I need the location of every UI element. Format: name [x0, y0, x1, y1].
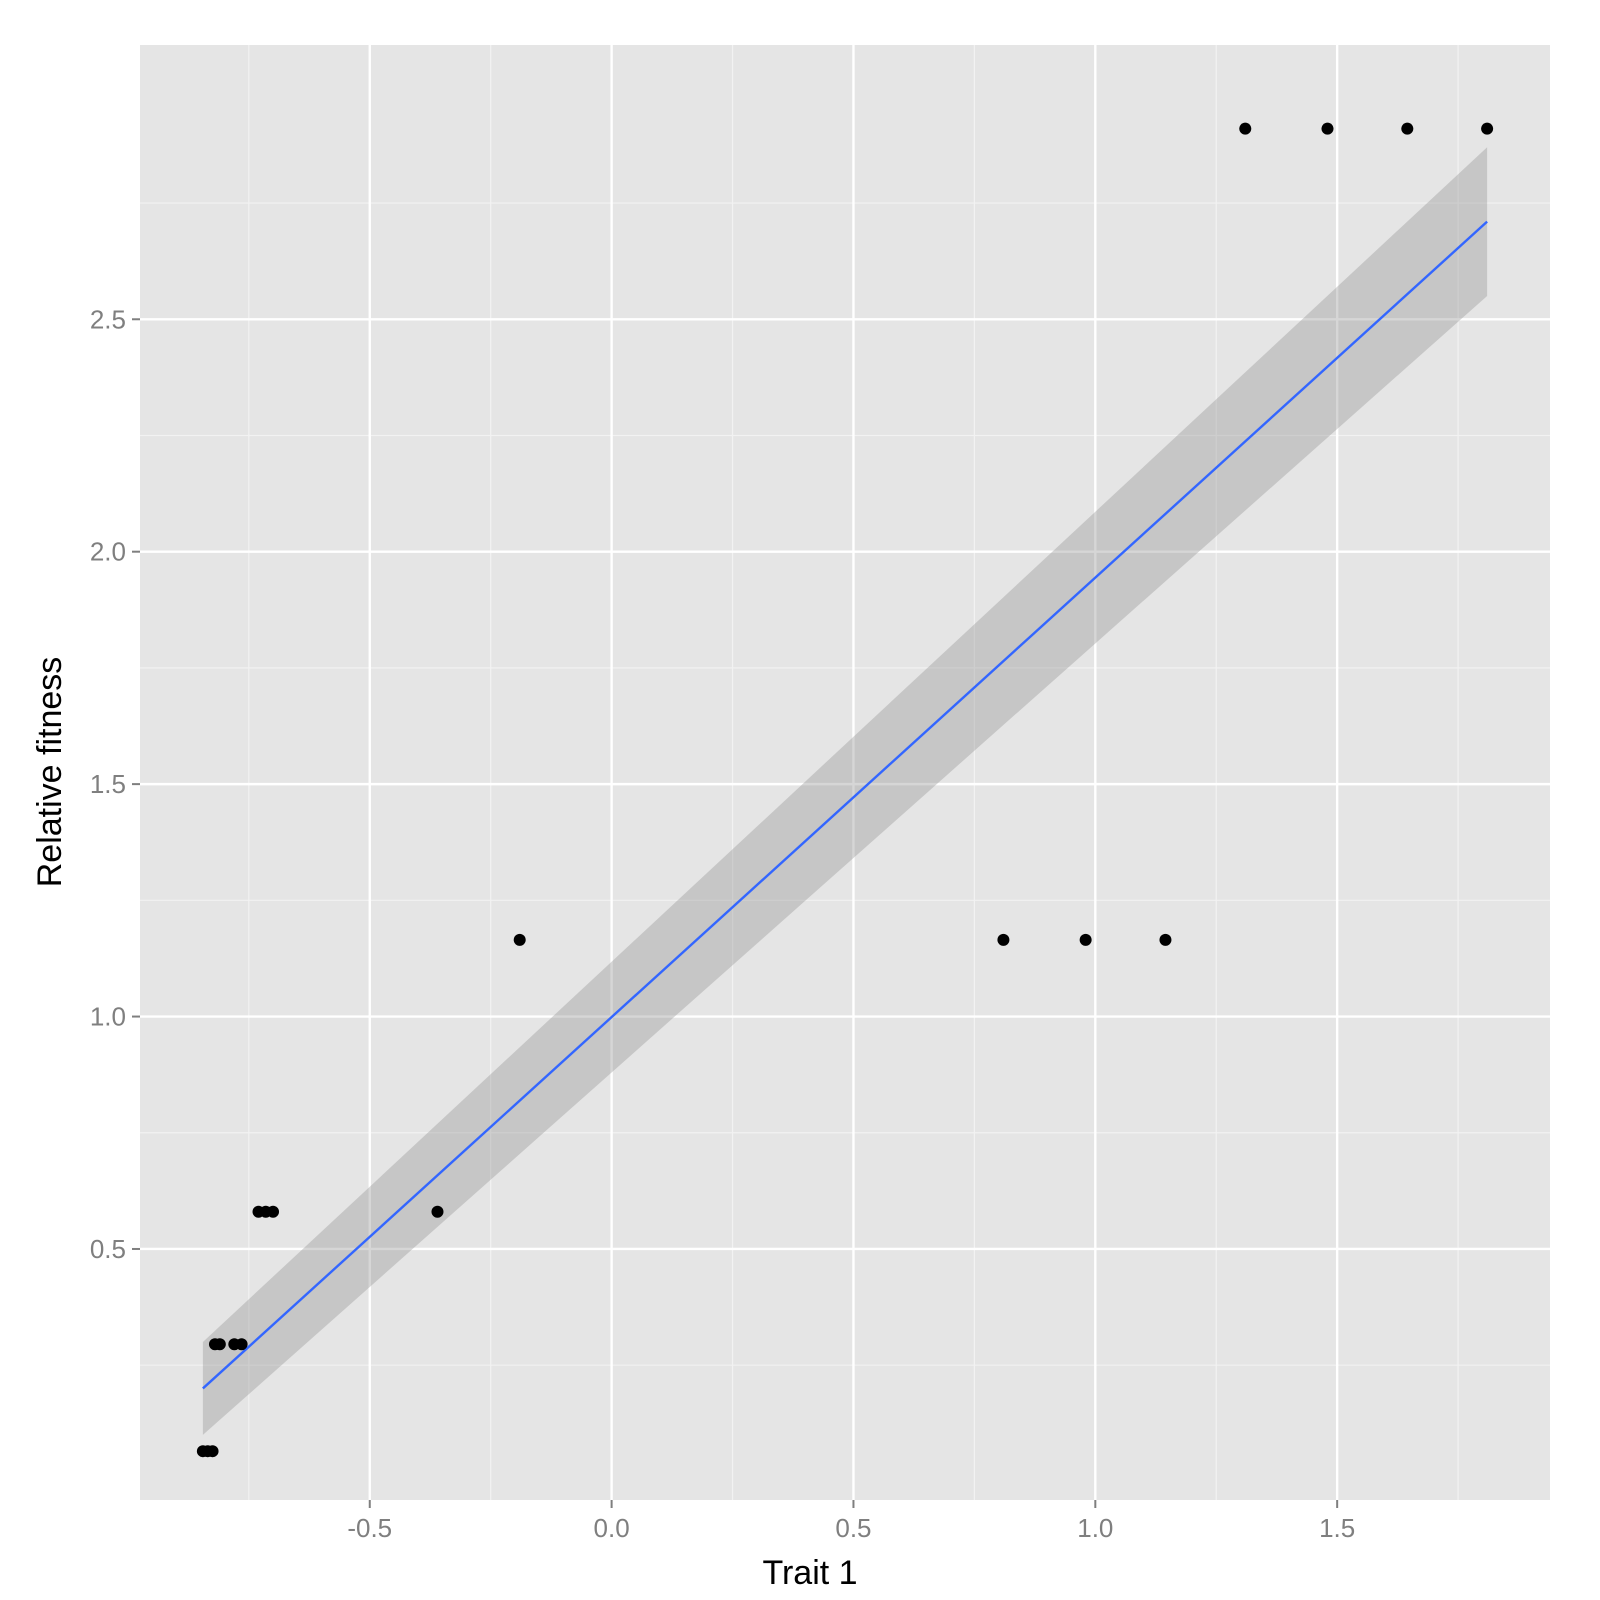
data-points — [196, 122, 1494, 1458]
y-tick-label: 1.5 — [90, 769, 126, 799]
y-tick-label: 1.0 — [90, 1002, 126, 1032]
regression-line — [202, 220, 1488, 1390]
data-point — [267, 1205, 280, 1218]
confidence-band — [202, 147, 1488, 1435]
data-point — [235, 1338, 248, 1351]
x-tick-label: 0.5 — [835, 1513, 871, 1543]
data-point — [1481, 122, 1494, 135]
x-axis-ticks: -0.5 0.0 0.5 1.0 1.5 — [347, 1500, 1355, 1543]
x-tick-label: 1.5 — [1319, 1513, 1355, 1543]
data-point — [513, 933, 526, 946]
data-point — [213, 1338, 226, 1351]
x-tick-label: -0.5 — [347, 1513, 392, 1543]
data-point — [997, 933, 1010, 946]
data-point — [431, 1205, 444, 1218]
data-point — [206, 1445, 219, 1458]
y-tick-label: 2.5 — [90, 304, 126, 334]
major-grid — [140, 45, 1550, 1500]
y-tick-label: 2.0 — [90, 537, 126, 567]
minor-grid — [140, 45, 1550, 1500]
plot-panel — [140, 45, 1550, 1500]
x-tick-label: 1.0 — [1077, 1513, 1113, 1543]
x-tick-label: 0.0 — [594, 1513, 630, 1543]
y-axis-title: Relative fitness — [31, 657, 69, 888]
data-point — [1079, 933, 1092, 946]
data-point — [1321, 122, 1334, 135]
x-axis-title: Trait 1 — [762, 1554, 857, 1592]
y-axis-ticks: 0.5 1.0 1.5 2.0 2.5 — [90, 304, 140, 1264]
data-point — [1159, 933, 1172, 946]
y-tick-label: 0.5 — [90, 1234, 126, 1264]
data-point — [1401, 122, 1414, 135]
data-point — [1239, 122, 1252, 135]
